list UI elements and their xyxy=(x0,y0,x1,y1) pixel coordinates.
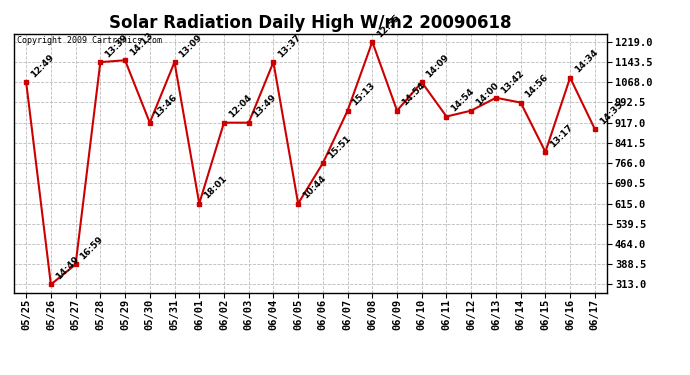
Text: 14:34: 14:34 xyxy=(573,48,600,75)
Text: 18:01: 18:01 xyxy=(202,174,228,201)
Text: 12:04: 12:04 xyxy=(227,93,253,120)
Text: 13:42: 13:42 xyxy=(499,68,525,95)
Text: 14:13: 14:13 xyxy=(128,31,155,57)
Text: 16:59: 16:59 xyxy=(79,235,105,262)
Text: 13:39: 13:39 xyxy=(103,33,130,59)
Text: 10:44: 10:44 xyxy=(301,174,328,201)
Text: 14:09: 14:09 xyxy=(424,53,451,80)
Text: 14:56: 14:56 xyxy=(524,73,550,100)
Text: 14:49: 14:49 xyxy=(54,255,81,282)
Text: 14:35: 14:35 xyxy=(598,100,624,126)
Text: 12:55: 12:55 xyxy=(375,12,402,39)
Text: 14:00: 14:00 xyxy=(474,81,500,108)
Text: 13:49: 13:49 xyxy=(251,93,278,120)
Text: 13:17: 13:17 xyxy=(548,122,575,149)
Text: 13:46: 13:46 xyxy=(152,93,179,120)
Text: 15:51: 15:51 xyxy=(326,134,353,160)
Text: 13:09: 13:09 xyxy=(177,33,204,59)
Text: Copyright 2009 Cartronics.com: Copyright 2009 Cartronics.com xyxy=(17,36,161,45)
Text: 12:49: 12:49 xyxy=(29,53,56,80)
Title: Solar Radiation Daily High W/m2 20090618: Solar Radiation Daily High W/m2 20090618 xyxy=(109,14,512,32)
Text: 14:54: 14:54 xyxy=(400,81,426,108)
Text: 13:37: 13:37 xyxy=(276,33,303,59)
Text: 14:54: 14:54 xyxy=(449,87,476,114)
Text: 15:13: 15:13 xyxy=(351,81,377,108)
